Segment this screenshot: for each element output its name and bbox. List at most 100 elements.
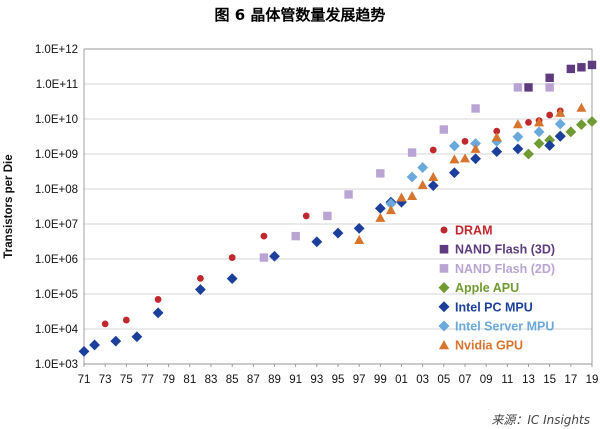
dram-point [122, 316, 130, 324]
dram-point [260, 232, 268, 240]
nvidia-gpu-point [375, 212, 386, 222]
legend-label: NAND Flash (2D) [455, 262, 555, 276]
legend-marker [438, 340, 450, 350]
intel-server-mpu-point [417, 162, 429, 173]
nand-flash-2d-point [259, 253, 269, 262]
intel-pc-mpu-point [195, 284, 206, 295]
x-tick-label: 81 [183, 374, 196, 386]
y-tick-label: 1.0E+08 [35, 184, 78, 196]
plot-area [83, 48, 593, 365]
x-axis-ticks: 71 73 75 77 79 81 83 85 87 89 91 93 95 97 99 01 03 05 07 09… [78, 364, 599, 386]
intel-pc-mpu-point [353, 222, 365, 234]
apple-apu-point [576, 119, 587, 131]
intel-pc-mpu-point [110, 335, 122, 347]
intel-pc-mpu-point [311, 236, 323, 248]
apple-apu-point [565, 126, 577, 138]
y-tick-label: 1.0E+10 [35, 114, 78, 126]
nand-flash-3d-point [587, 60, 597, 70]
intel-pc-mpu-point [131, 331, 143, 343]
apple-apu-point [523, 148, 534, 160]
legend: DRAM NAND Flash (3D) NAND Flash (2D) Apple … [438, 224, 555, 353]
nvidia-gpu-point [449, 154, 460, 164]
x-tick-label: 73 [99, 374, 112, 386]
apple-apu-point [586, 116, 598, 127]
x-tick-label: 93 [310, 374, 323, 386]
legend-label: Nvidia GPU [455, 339, 523, 353]
nvidia-gpu-point [470, 143, 481, 153]
x-tick-label: 83 [205, 374, 218, 386]
x-tick-label: 19 [586, 374, 599, 386]
chart-title: 图 6 晶体管数量发展趋势 [215, 6, 386, 24]
nvidia-gpu-point [354, 234, 365, 244]
legend-marker [438, 282, 450, 294]
dram-point [302, 212, 310, 220]
y-tick-label: 1.0E+11 [36, 79, 78, 91]
y-tick-label: 1.0E+06 [35, 254, 78, 266]
x-tick-label: 79 [162, 374, 175, 386]
x-tick-label: 11 [501, 374, 513, 386]
legend-label: NAND Flash (3D) [455, 243, 555, 257]
intel-server-mpu-point [491, 135, 503, 147]
x-tick-label: 77 [141, 374, 154, 386]
x-tick-label: 91 [289, 374, 302, 386]
nand-flash-3d-point [566, 64, 576, 74]
x-tick-label: 15 [543, 374, 556, 386]
nand-flash-2d-point [376, 169, 385, 178]
legend-label: Intel Server MPU [455, 320, 554, 334]
intel-pc-mpu-point [78, 345, 90, 357]
intel-server-mpu-point [554, 118, 566, 130]
dram-point [546, 111, 554, 119]
y-tick-label: 1.0E+04 [35, 324, 79, 336]
nvidia-gpu-point [512, 119, 523, 129]
intel-pc-mpu-point [332, 227, 344, 239]
legend-marker [438, 320, 450, 332]
legend-marker [439, 244, 449, 254]
nand-flash-2d-point [545, 83, 554, 92]
x-tick-label: 05 [437, 374, 450, 386]
x-tick-label: 09 [480, 374, 493, 386]
nand-flash-2d-point [323, 211, 332, 221]
intel-pc-mpu-point [89, 339, 100, 351]
intel-pc-mpu-point [269, 250, 280, 262]
legend-label: Intel PC MPU [455, 300, 533, 314]
y-axis-label: Transistors per Die [3, 154, 15, 258]
nvidia-gpu-point [491, 132, 502, 142]
nand-flash-2d-point [291, 231, 300, 241]
nvidia-gpu-point [576, 102, 587, 112]
y-tick-label: 1.0E+05 [35, 289, 78, 301]
dram-point [429, 146, 437, 154]
y-tick-label: 1.0E+09 [35, 149, 78, 161]
x-tick-label: 71 [78, 374, 91, 386]
intel-pc-mpu-point [491, 146, 503, 158]
apple-apu-point [544, 134, 556, 146]
nvidia-gpu-point [385, 205, 396, 215]
dram-point [461, 137, 469, 145]
x-tick-label: 95 [332, 374, 345, 386]
nand-flash-2d-point [344, 190, 353, 199]
apple-apu-point [533, 138, 545, 149]
source-note: 来源：IC Insights [491, 413, 590, 427]
intel-server-mpu-point [385, 198, 397, 210]
nvidia-gpu-point [407, 191, 418, 201]
dram-point [154, 296, 162, 303]
legend-marker [439, 264, 449, 273]
nand-flash-3d-point [577, 63, 586, 72]
intel-server-mpu-point [512, 131, 524, 143]
intel-pc-mpu-point [427, 180, 439, 192]
y-axis-ticks: 1.0E+03 1.0E+04 1.0E+05 1.0E+06 1.0E+07 1.0E+… [35, 44, 79, 371]
nvidia-gpu-point [460, 153, 470, 163]
nvidia-gpu-point [555, 107, 566, 117]
x-tick-label: 87 [247, 374, 260, 386]
data-points [78, 60, 598, 357]
nvidia-gpu-point [428, 172, 439, 182]
y-tick-label: 1.0E+03 [35, 359, 78, 371]
x-tick-label: 03 [416, 374, 429, 386]
dram-point [228, 254, 236, 261]
x-tick-label: 07 [459, 374, 472, 386]
y-tick-label: 1.0E+07 [35, 219, 78, 231]
x-tick-label: 97 [353, 374, 366, 386]
intel-server-mpu-point [470, 138, 481, 149]
intel-server-mpu-point [533, 126, 545, 138]
x-tick-label: 89 [268, 374, 281, 386]
